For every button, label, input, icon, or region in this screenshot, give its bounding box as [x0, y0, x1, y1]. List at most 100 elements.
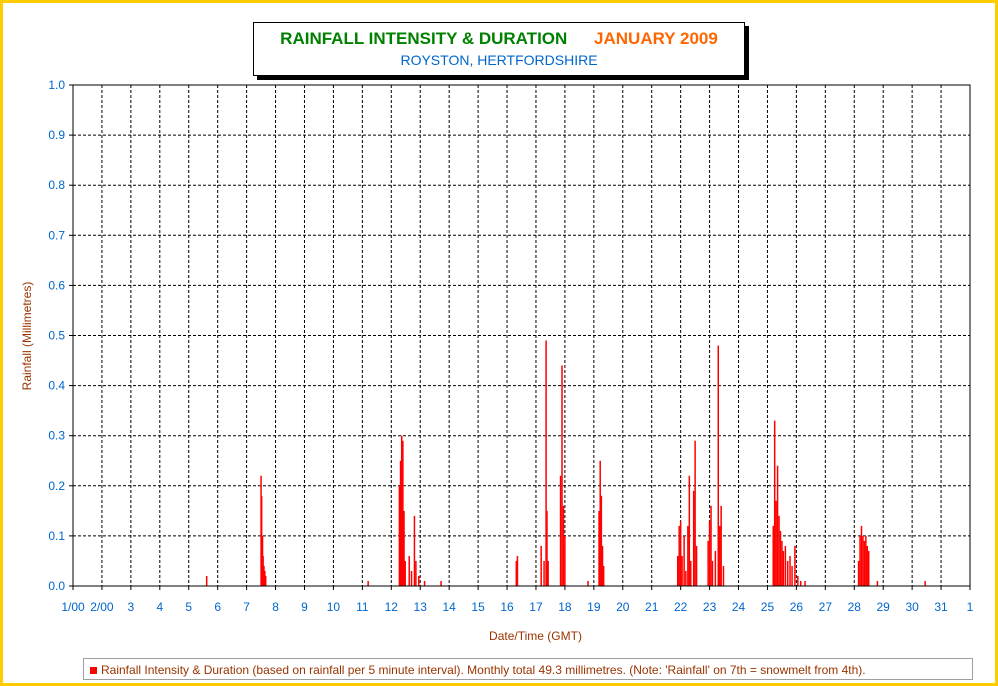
rainfall-bar: [679, 520, 682, 586]
rainfall-bar: [690, 560, 692, 586]
x-tick-label: 11: [356, 600, 369, 614]
rainfall-bar: [797, 575, 799, 586]
x-tick-label: 15: [471, 600, 485, 614]
title-box: RAINFALL INTENSITY & DURATION JANUARY 20…: [253, 22, 745, 76]
x-tick-label: 24: [732, 600, 746, 614]
rainfall-bar: [398, 485, 401, 586]
y-tick-label: 0.5: [48, 329, 65, 343]
x-tick-label: 5: [185, 600, 192, 614]
rainfall-bar: [423, 580, 426, 586]
rainfall-bar: [515, 560, 518, 586]
rainfall-bar: [260, 495, 263, 586]
title-line: RAINFALL INTENSITY & DURATION JANUARY 20…: [254, 29, 744, 49]
x-tick-label: 2/00: [90, 600, 114, 614]
rainfall-bar: [688, 475, 691, 586]
rainfall-bar: [799, 580, 802, 586]
rainfall-bar: [547, 560, 549, 586]
rainfall-bar: [264, 570, 266, 586]
rainfall-bar: [677, 555, 679, 586]
x-tick-label: 7: [243, 600, 250, 614]
rainfall-bar: [772, 525, 774, 586]
y-tick-label: 0.3: [48, 429, 65, 443]
rainfall-bar: [692, 490, 695, 586]
rainfall-bar: [263, 565, 265, 586]
rainfall-bar: [924, 580, 926, 586]
rainfall-bar: [866, 545, 869, 586]
rainfall-bar: [860, 525, 863, 586]
rainfall-bar: [400, 435, 403, 586]
y-tick-label: 0.9: [48, 128, 65, 142]
x-tick-labels: 1/00 2/00 3 4 5 6 7 8 9 10 11 12 13 14 15 16 17 18 19 20 21 2…: [61, 600, 973, 614]
rainfall-bar: [602, 565, 605, 586]
x-tick-label: 19: [587, 600, 601, 614]
y-tick-label: 0.1: [48, 529, 65, 543]
rainfall-bar: [694, 440, 696, 586]
rainfall-bar: [720, 505, 722, 586]
x-tick-label: 25: [761, 600, 775, 614]
rainfall-bar: [540, 545, 542, 586]
y-tick-labels: 0.0 0.1 0.2 0.3 0.4 0.5 0.6 0.7 0.8 0.9 1.0: [48, 78, 65, 593]
x-tick-label: 31: [934, 600, 948, 614]
rainfall-bar: [775, 500, 777, 586]
rainfall-bar: [404, 560, 406, 586]
x-tick-label: 3: [128, 600, 135, 614]
rainfall-bar: [784, 545, 787, 586]
x-tick-label: 8: [272, 600, 279, 614]
rainfall-bar: [562, 505, 565, 586]
rainfall-bar: [402, 440, 404, 586]
x-axis-label: Date/Time (GMT): [489, 629, 582, 643]
rainfall-bar: [867, 550, 870, 586]
rainfall-bar: [367, 580, 369, 586]
rainfall-bar: [600, 495, 603, 586]
x-tick-label: 6: [214, 600, 221, 614]
rainfall-bar: [863, 540, 866, 586]
rainfall-bar: [776, 465, 779, 586]
y-tick-label: 0.7: [48, 228, 65, 242]
rainfall-bar: [718, 525, 721, 586]
y-tick-label: 0.8: [48, 178, 65, 192]
rainfall-bar: [779, 530, 782, 586]
x-tick-label: 26: [790, 600, 804, 614]
legend-text: Rainfall Intensity & Duration (based on …: [101, 663, 866, 677]
x-tick-label: 16: [500, 600, 514, 614]
rainfall-bar: [710, 505, 712, 586]
x-tick-label: 1: [967, 600, 974, 614]
y-tick-label: 0.4: [48, 379, 65, 393]
rainfall-bar: [415, 560, 417, 586]
rainfall-bar: [794, 545, 796, 586]
rainfall-bar: [587, 580, 589, 586]
legend-swatch: [90, 667, 97, 674]
rainfall-bar: [789, 555, 791, 586]
x-tick-label: 18: [558, 600, 572, 614]
y-axis-label: Rainfall (Millimetres): [20, 281, 34, 391]
rainfall-bar: [264, 575, 267, 586]
x-tick-label: 30: [905, 600, 919, 614]
y-tick-label: 1.0: [48, 78, 65, 92]
rainfall-bar: [410, 570, 413, 586]
rainfall-bar: [516, 555, 519, 586]
rainfall-bar: [408, 555, 410, 586]
rainfall-bar: [707, 540, 709, 586]
x-tick-label: 27: [819, 600, 833, 614]
rainfall-bar: [601, 545, 604, 586]
rainfall-bar: [695, 545, 698, 586]
rainfall-bar: [778, 515, 780, 586]
rainfall-bar: [687, 525, 689, 586]
x-tick-label: 29: [877, 600, 891, 614]
rainfall-bar: [685, 570, 687, 586]
rainfall-bar: [403, 510, 405, 586]
rainfall-bar: [717, 345, 720, 586]
x-tick-label: 14: [442, 600, 456, 614]
grid-lines: [73, 84, 970, 586]
chart-title: RAINFALL INTENSITY & DURATION: [280, 29, 568, 48]
rainfall-bar: [678, 525, 680, 586]
x-tick-label: 13: [414, 600, 428, 614]
rainfall-bar: [545, 340, 547, 586]
rainfall-bar: [804, 580, 806, 586]
rainfall-bar: [559, 475, 562, 586]
plot-border: [72, 84, 971, 587]
rainfall-bar: [413, 515, 416, 586]
y-tick-label: 0.0: [48, 579, 65, 593]
x-tick-label: 1/00: [61, 600, 85, 614]
